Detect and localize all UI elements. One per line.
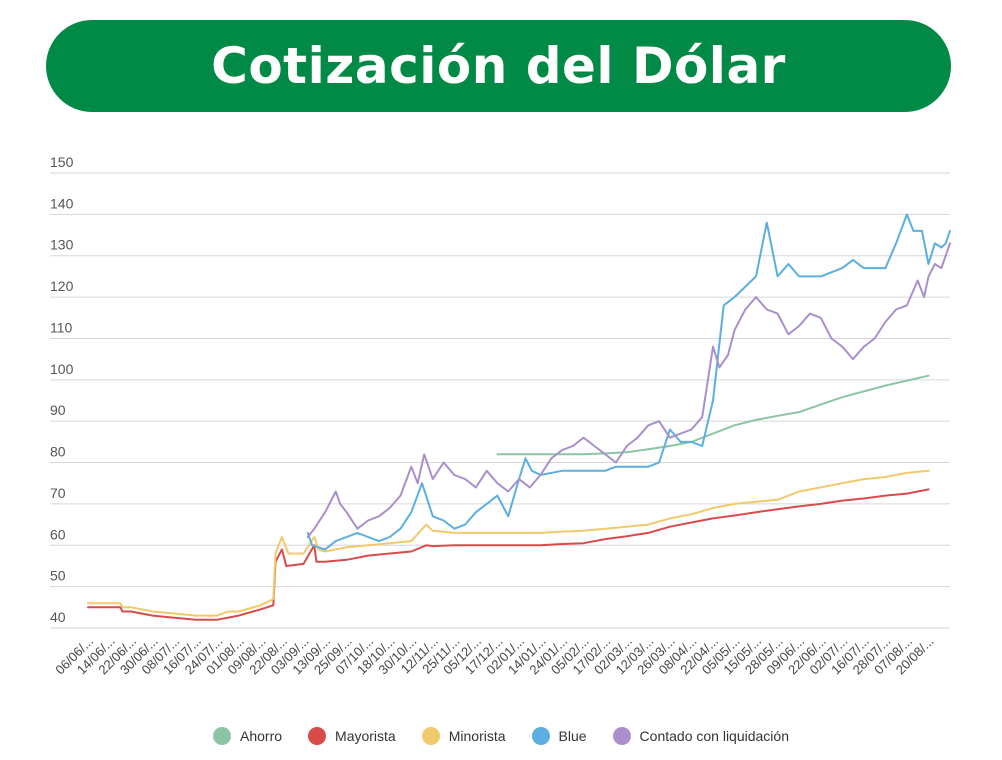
y-tick-label: 150 (50, 154, 74, 170)
y-tick-label: 100 (50, 361, 74, 377)
y-tick-label: 70 (50, 485, 66, 501)
series-line-blue (306, 213, 951, 551)
legend-item[interactable]: Minorista (421, 727, 506, 745)
series-line-contado-con-liquidación (306, 242, 951, 538)
chart-title: Cotización del Dólar (211, 37, 786, 95)
legend-label: Ahorro (240, 728, 283, 744)
x-axis: 06/06/...14/06/...22/06/...30/06/...08/0… (52, 634, 936, 678)
legend-swatch-icon (308, 727, 327, 745)
y-tick-label: 60 (50, 526, 66, 542)
y-tick-label: 140 (50, 195, 74, 211)
y-axis: 40 50 60 70 80 90 100 110 120 130 140 150 (50, 154, 74, 625)
line-chart: 40 50 60 70 80 90 100 110 120 130 140 150 06/06/...… (50, 154, 951, 678)
y-tick-label: 40 (50, 609, 66, 625)
title-banner: Cotización del Dólar (46, 20, 951, 112)
legend-swatch-icon (531, 727, 550, 745)
legend-label: Mayorista (335, 728, 396, 744)
series-line-mayorista (87, 488, 930, 621)
legend: Ahorro Mayorista Minorista Blue Contado con … (0, 724, 1002, 748)
y-tick-label: 120 (50, 278, 74, 294)
legend-swatch-icon (421, 727, 440, 745)
legend-label: Blue (558, 728, 587, 744)
legend-item[interactable]: Contado con liquidación (612, 727, 789, 745)
y-tick-label: 50 (50, 568, 66, 584)
y-tick-label: 80 (50, 444, 66, 460)
legend-item[interactable]: Mayorista (308, 727, 396, 745)
y-tick-label: 110 (50, 319, 73, 335)
grid-lines (50, 172, 950, 629)
y-tick-label: 90 (50, 402, 66, 418)
legend-swatch-icon (612, 727, 631, 745)
legend-item[interactable]: Blue (531, 727, 587, 745)
series-group (87, 213, 951, 621)
legend-item[interactable]: Ahorro (213, 727, 282, 745)
series-line-minorista (87, 469, 930, 617)
legend-label: Contado con liquidación (639, 728, 789, 744)
y-tick-label: 130 (50, 237, 74, 253)
legend-swatch-icon (213, 727, 231, 745)
legend-label: Minorista (448, 728, 506, 744)
series-line-ahorro (496, 374, 930, 456)
